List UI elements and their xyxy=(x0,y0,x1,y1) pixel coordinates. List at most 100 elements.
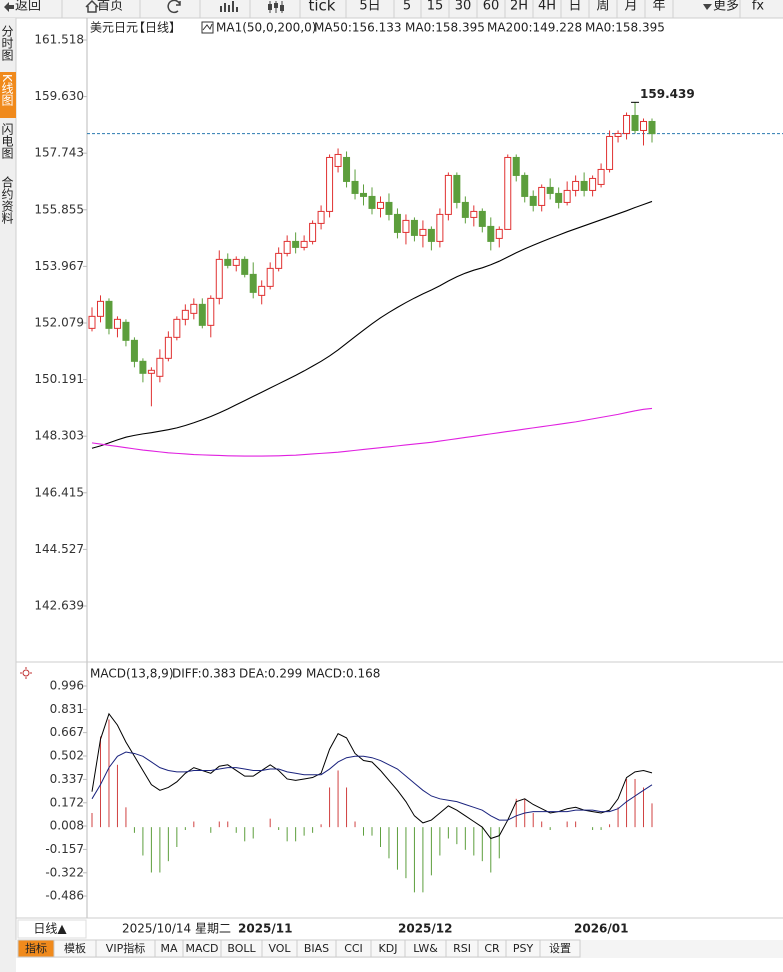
candle-body xyxy=(317,210,325,224)
macd-line xyxy=(91,712,653,840)
candle-body xyxy=(181,309,189,320)
candle-body xyxy=(96,300,104,317)
toolbar-button[interactable]: fx xyxy=(752,0,765,14)
tab[interactable]: KDJ xyxy=(379,942,398,955)
toolbar-button[interactable]: 月 xyxy=(624,0,637,14)
settings-icon[interactable] xyxy=(20,667,32,679)
sidebar-tab[interactable]: 分时图 xyxy=(0,25,14,61)
candle-icon xyxy=(268,3,284,11)
candle-body xyxy=(393,213,401,233)
toolbar-button[interactable]: 4H xyxy=(538,0,556,14)
toolbar-button[interactable]: 15 xyxy=(427,0,444,14)
tab[interactable]: VOL xyxy=(268,942,291,955)
candle-body xyxy=(419,228,427,236)
candle-body xyxy=(258,285,266,296)
tab[interactable]: BIAS xyxy=(304,942,329,955)
legend-entry: DIFF:0.383 xyxy=(172,667,236,681)
candle-body xyxy=(122,321,130,341)
tab[interactable]: 模板 xyxy=(64,941,86,955)
more-icon xyxy=(703,4,712,10)
candle-body xyxy=(538,186,546,206)
period-label: 【日线】 xyxy=(133,21,181,35)
toolbar-button[interactable]: 日 xyxy=(568,0,581,14)
tab[interactable]: MACD xyxy=(186,942,219,955)
candle-body xyxy=(495,228,503,239)
toolbar-button[interactable]: 年 xyxy=(652,0,665,14)
candle-body xyxy=(283,240,291,254)
sidebar-tab[interactable]: 闪电图 xyxy=(0,123,14,159)
candle-body xyxy=(156,357,164,377)
tab[interactable]: 指标 xyxy=(25,941,47,955)
y-tick-label: 142.639 xyxy=(34,599,84,613)
candle-body xyxy=(376,201,384,209)
legend-entry: MA0:158.395 xyxy=(405,21,485,35)
candle-body xyxy=(215,258,223,299)
ma-line xyxy=(91,407,653,457)
tab[interactable]: 设置 xyxy=(549,942,571,955)
candle-body xyxy=(487,225,495,242)
toolbar-button[interactable]: 返回 xyxy=(15,0,41,14)
candle-body xyxy=(266,267,274,287)
period-button-bg[interactable] xyxy=(17,919,87,939)
period-button[interactable]: 日线▲ xyxy=(33,922,67,936)
toolbar-button[interactable]: 更多 xyxy=(713,0,739,14)
candle-body xyxy=(309,222,317,242)
candle-body xyxy=(470,210,478,218)
candle-body xyxy=(402,219,410,233)
candle-body xyxy=(300,240,308,248)
candle-body xyxy=(198,303,206,326)
candle-body xyxy=(385,201,393,215)
y-tick-label: 0.996 xyxy=(50,678,84,692)
candle-body xyxy=(88,315,96,329)
y-tick-label: 0.831 xyxy=(50,702,84,716)
candle-body xyxy=(648,120,656,135)
y-tick-label: 150.191 xyxy=(34,372,84,386)
candle-body xyxy=(453,174,461,203)
candle-body xyxy=(504,156,512,230)
candle-body xyxy=(326,156,334,212)
high-annotation: 159.439 xyxy=(640,87,695,101)
y-tick-label: 146.415 xyxy=(34,485,84,499)
toolbar-button[interactable]: 首页 xyxy=(97,0,123,14)
toolbar-button[interactable]: 30 xyxy=(455,0,472,14)
toolbar-button[interactable]: 2H xyxy=(510,0,528,14)
candle-body xyxy=(105,300,113,329)
tab[interactable]: PSY xyxy=(513,942,534,955)
candle-body xyxy=(555,192,563,203)
candle-body xyxy=(546,186,554,194)
legend-entry: MA0:158.395 xyxy=(585,21,665,35)
date-label: 2025/10/14 星期二 xyxy=(122,922,231,936)
sidebar-tab[interactable]: 合约资料 xyxy=(0,175,14,224)
y-tick-label: 0.667 xyxy=(50,725,84,739)
candle-body xyxy=(173,318,181,338)
date-label: 2026/01 xyxy=(574,922,628,936)
tab[interactable]: LW& xyxy=(413,942,438,955)
y-tick-label: 157.743 xyxy=(34,146,84,160)
back-icon xyxy=(4,2,14,12)
tab-bg[interactable] xyxy=(539,939,581,958)
tab[interactable]: VIP指标 xyxy=(106,941,145,955)
y-tick-label: 153.967 xyxy=(34,259,84,273)
toolbar-button[interactable]: 周 xyxy=(596,0,609,14)
candle-body xyxy=(521,174,529,197)
tab[interactable]: BOLL xyxy=(227,942,256,955)
date-label: 2025/11 xyxy=(238,922,292,936)
tab[interactable]: CCI xyxy=(344,942,363,955)
y-tick-label: 161.518 xyxy=(34,32,84,46)
toolbar-button[interactable]: 5日 xyxy=(359,0,380,14)
sidebar-tab[interactable]: K线图 xyxy=(0,74,14,106)
candle-body xyxy=(207,297,215,326)
toolbar-button[interactable]: tick xyxy=(309,0,336,15)
candle-body xyxy=(478,210,486,227)
candle-body xyxy=(224,258,232,266)
candle-body xyxy=(563,189,571,203)
toolbar-button[interactable]: 5 xyxy=(403,0,411,14)
sidebar xyxy=(0,18,16,972)
tab[interactable]: CR xyxy=(484,942,500,955)
toolbar-button[interactable]: 60 xyxy=(483,0,500,14)
tab[interactable]: MA xyxy=(160,942,177,955)
y-tick-label: 148.303 xyxy=(34,429,84,443)
macd-title: MACD(13,8,9) xyxy=(90,667,174,681)
tab[interactable]: RSI xyxy=(453,942,471,955)
toolbar xyxy=(0,0,783,18)
